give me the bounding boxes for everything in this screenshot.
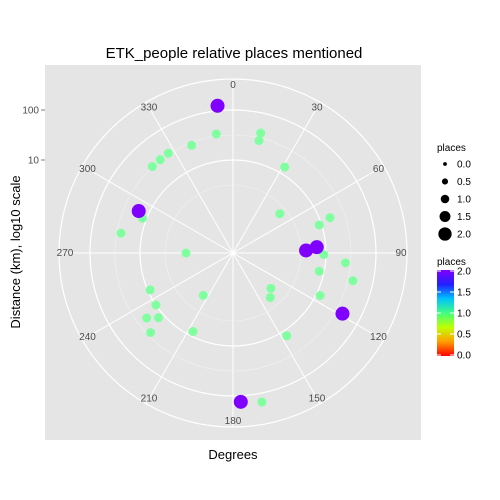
- data-point: [155, 155, 165, 165]
- data-point: [299, 243, 314, 258]
- data-point: [282, 331, 292, 341]
- data-point: [265, 292, 275, 302]
- legend-size-key: [438, 227, 452, 241]
- data-point: [198, 290, 208, 300]
- data-point: [233, 394, 248, 409]
- legend-size-label: 0.0: [457, 160, 471, 171]
- data-point: [280, 162, 290, 172]
- major-grid-circle: [89, 109, 377, 397]
- data-point: [314, 266, 324, 276]
- angle-tick-label: 60: [373, 164, 385, 175]
- data-point: [257, 397, 267, 407]
- radial-tick-labels: 10 100: [22, 106, 45, 167]
- radial-tick-label: 100: [22, 106, 39, 117]
- data-point: [147, 162, 157, 172]
- data-point: [145, 285, 155, 295]
- data-point: [309, 240, 324, 255]
- chart-title: ETK_people relative places mentioned: [106, 45, 363, 62]
- legend-size-title: places: [437, 143, 466, 154]
- data-point: [187, 140, 197, 150]
- legend-size-label: 1.5: [457, 212, 471, 223]
- angle-tick-label: 210: [141, 393, 158, 404]
- data-point: [131, 204, 146, 219]
- legend-size-key: [440, 194, 450, 204]
- legend-size-key: [441, 178, 449, 185]
- data-points: [116, 98, 358, 409]
- angle-spoke: [232, 165, 384, 254]
- data-point: [314, 220, 324, 230]
- data-point: [211, 129, 221, 139]
- angle-spoke: [82, 252, 234, 341]
- data-point: [151, 300, 161, 310]
- data-point: [146, 328, 156, 338]
- data-point: [256, 128, 266, 138]
- data-point: [275, 209, 285, 219]
- color-bar: [437, 270, 454, 356]
- angle-spoke: [232, 102, 321, 254]
- legend-color-label: 1.0: [457, 309, 471, 320]
- legend-color-label: 0.0: [457, 351, 471, 362]
- legend-size-key: [439, 211, 451, 222]
- x-axis-title: Degrees: [208, 447, 258, 462]
- angle-tick-label: 0: [230, 80, 236, 91]
- angle-tick-label: 270: [57, 248, 74, 259]
- angle-spoke: [82, 165, 234, 254]
- legend-size: places 0.0 0.5 1.0 1.5 2.0: [437, 143, 471, 241]
- angle-tick-label: 240: [79, 332, 96, 343]
- data-point: [266, 283, 276, 293]
- angle-spoke: [232, 252, 321, 404]
- data-point: [181, 248, 191, 258]
- data-point: [315, 291, 325, 301]
- data-point: [348, 276, 358, 286]
- data-point: [142, 313, 152, 323]
- data-point: [154, 313, 164, 323]
- angle-tick-labels: 0 30 60 90 120 150 180 210 240 270 300 330: [57, 80, 407, 427]
- legend-color-label: 1.5: [457, 288, 471, 299]
- polar-grid: [58, 78, 408, 428]
- data-point: [325, 213, 335, 223]
- angle-spoke: [145, 102, 234, 254]
- angle-tick-label: 300: [79, 164, 96, 175]
- data-point: [340, 258, 350, 268]
- angle-tick-label: 180: [225, 416, 242, 427]
- legend-color-label: 2.0: [457, 267, 471, 278]
- data-point: [210, 98, 225, 113]
- angle-tick-label: 330: [141, 103, 158, 114]
- y-axis-title: Distance (km), log10 scale: [8, 175, 23, 328]
- data-point: [188, 327, 198, 337]
- angle-tick-label: 90: [395, 248, 407, 259]
- radial-tick-label: 10: [28, 156, 40, 167]
- data-point: [116, 228, 126, 238]
- legend-size-label: 1.0: [457, 195, 471, 206]
- legend-size-label: 2.0: [457, 230, 471, 241]
- legend-size-label: 0.5: [457, 177, 471, 188]
- data-point: [335, 306, 350, 321]
- angle-spoke: [145, 252, 234, 404]
- angle-spoke: [232, 252, 384, 341]
- angle-tick-label: 30: [311, 103, 323, 114]
- legend-color-title: places: [437, 257, 466, 268]
- data-point: [163, 148, 173, 158]
- legend-size-key: [443, 162, 447, 166]
- angle-tick-label: 150: [309, 393, 326, 404]
- outer-grid-circle: [58, 78, 408, 428]
- minor-grid-circle: [114, 134, 352, 372]
- data-point: [254, 136, 264, 146]
- angle-tick-label: 120: [370, 332, 387, 343]
- legend-color-label: 0.5: [457, 330, 471, 341]
- legend-color: places 2.0 1.5 1.0 0.5 0.0: [437, 257, 471, 362]
